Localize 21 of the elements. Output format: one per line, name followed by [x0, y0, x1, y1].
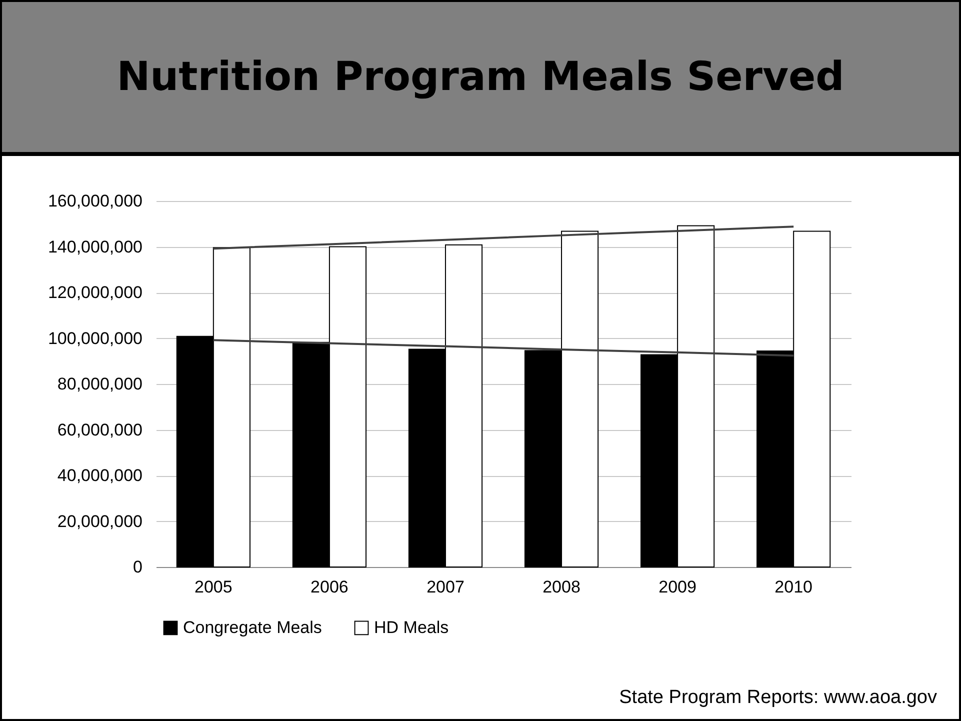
y-tick-label: 20,000,000 — [57, 512, 142, 531]
line-series — [212, 226, 795, 250]
y-tick-label: 40,000,000 — [57, 466, 142, 485]
y-tick-label: 160,000,000 — [48, 192, 142, 210]
y-tick-label: 100,000,000 — [48, 328, 142, 348]
y-tick-label: 120,000,000 — [48, 283, 142, 302]
x-tick-label: 2005 — [194, 578, 232, 596]
y-tick-label: 80,000,000 — [57, 374, 142, 394]
x-tick-label: 2010 — [774, 578, 812, 596]
x-tick-label: 2007 — [426, 578, 464, 596]
y-tick-label: 140,000,000 — [48, 237, 142, 256]
y-tick-label: 0 — [133, 558, 142, 576]
x-tick-label: 2009 — [658, 578, 696, 596]
chart-title: Nutrition Program Meals Served — [116, 54, 844, 100]
x-tick-label: 2006 — [310, 578, 348, 596]
legend-label: HD Meals — [374, 618, 449, 637]
x-tick-label: 2008 — [542, 578, 580, 596]
y-tick-label: 60,000,000 — [57, 420, 142, 440]
line-series — [212, 339, 795, 357]
text: State Program Reports: www.aoa.gov — [619, 687, 937, 709]
legend-label: Congregate Meals — [183, 618, 322, 637]
